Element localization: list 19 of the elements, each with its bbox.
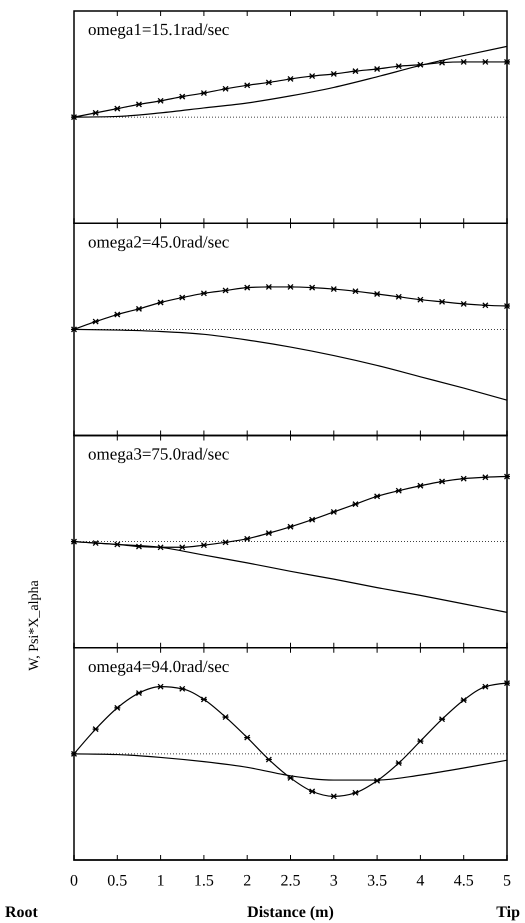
y-axis-title: W, Psi*X_alpha (27, 579, 42, 671)
text: Tip (496, 904, 520, 921)
x-tick-label: 1 (156, 872, 165, 890)
x-tick-label: 0.5 (107, 872, 128, 890)
text: Root (5, 904, 39, 921)
x-tick-label: 4.5 (454, 872, 474, 890)
x-tick-label: 1.5 (194, 872, 214, 890)
x-tick-label: 3.5 (367, 872, 388, 890)
x-tick-label: 2.5 (280, 872, 300, 890)
chart-title: omega4=94.0rad/sec (88, 656, 230, 676)
x-tick-label: 2 (243, 872, 252, 890)
x-axis-title: Distance (m) (247, 904, 334, 921)
chart-title: omega3=75.0rad/sec (88, 444, 230, 464)
x-tick-label: 0 (70, 872, 78, 890)
chart-title: omega2=45.0rad/sec (88, 232, 230, 252)
x-tick-label: 5 (503, 872, 511, 890)
x-tick-label: 4 (416, 872, 424, 890)
x-tick-label: 3 (330, 872, 338, 890)
chart-title: omega1=15.1rad/sec (88, 20, 230, 39)
